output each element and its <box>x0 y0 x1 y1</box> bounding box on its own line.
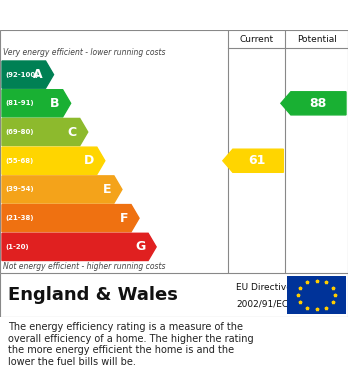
Polygon shape <box>2 118 88 145</box>
Text: (21-38): (21-38) <box>5 215 33 221</box>
Polygon shape <box>223 149 283 172</box>
Text: Very energy efficient - lower running costs: Very energy efficient - lower running co… <box>3 48 166 57</box>
Text: 88: 88 <box>309 97 326 110</box>
Polygon shape <box>2 176 122 203</box>
Polygon shape <box>2 147 105 174</box>
Text: 61: 61 <box>248 154 266 167</box>
Text: B: B <box>50 97 60 110</box>
Text: Potential: Potential <box>297 34 337 43</box>
Text: D: D <box>84 154 94 167</box>
Polygon shape <box>2 90 71 117</box>
Text: (92-100): (92-100) <box>5 72 38 77</box>
Text: (55-68): (55-68) <box>5 158 33 164</box>
Polygon shape <box>281 92 346 115</box>
Bar <box>287 276 346 314</box>
Polygon shape <box>2 61 54 88</box>
Text: Current: Current <box>239 34 274 43</box>
Text: (39-54): (39-54) <box>5 187 34 192</box>
Text: E: E <box>102 183 111 196</box>
Text: The energy efficiency rating is a measure of the
overall efficiency of a home. T: The energy efficiency rating is a measur… <box>8 322 254 367</box>
Polygon shape <box>2 233 156 260</box>
Text: A: A <box>33 68 42 81</box>
Text: England & Wales: England & Wales <box>8 286 178 304</box>
Text: F: F <box>120 212 128 225</box>
Text: 2002/91/EC: 2002/91/EC <box>236 299 288 308</box>
Text: Energy Efficiency Rating: Energy Efficiency Rating <box>10 7 220 23</box>
Text: G: G <box>135 240 145 253</box>
Text: EU Directive: EU Directive <box>236 283 292 292</box>
Text: Not energy efficient - higher running costs: Not energy efficient - higher running co… <box>3 262 166 271</box>
Text: (81-91): (81-91) <box>5 100 34 106</box>
Text: (1-20): (1-20) <box>5 244 29 250</box>
Text: (69-80): (69-80) <box>5 129 33 135</box>
Text: C: C <box>68 126 77 138</box>
Polygon shape <box>2 204 139 232</box>
